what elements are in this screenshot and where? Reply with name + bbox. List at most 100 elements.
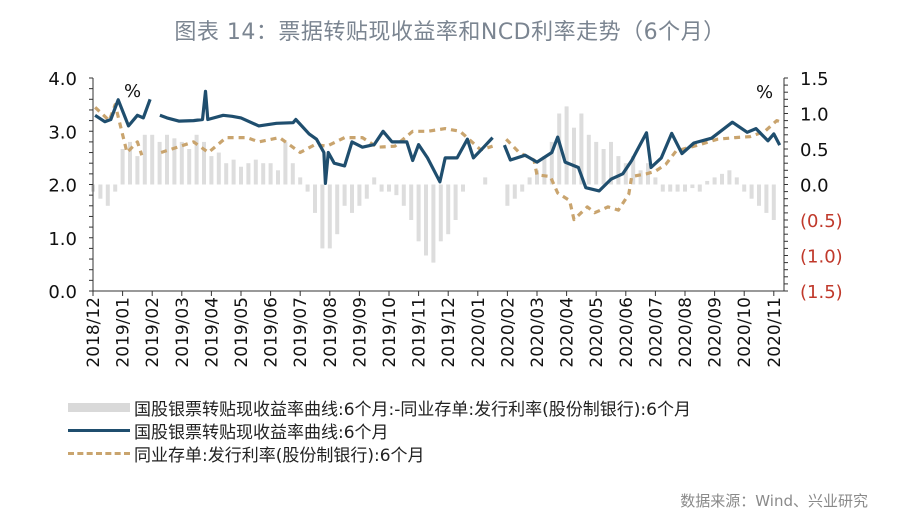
x-tick-label: 2019/06 bbox=[262, 297, 282, 368]
spread-bar bbox=[505, 184, 510, 206]
x-tick-label: 2019/05 bbox=[232, 297, 252, 368]
spread-bar bbox=[416, 184, 421, 242]
spread-bar bbox=[120, 149, 125, 185]
legend-swatch-dashed bbox=[68, 452, 130, 455]
spread-bar bbox=[327, 184, 332, 249]
x-tick-label: 2020/07 bbox=[646, 297, 666, 368]
spread-bar bbox=[283, 141, 288, 185]
ncd-line bbox=[94, 103, 144, 156]
spread-bar bbox=[113, 184, 118, 192]
x-tick-label: 2019/07 bbox=[291, 297, 311, 368]
spread-bar bbox=[734, 177, 739, 185]
spread-bar bbox=[172, 138, 177, 185]
spread-bar bbox=[409, 184, 414, 220]
right-tick-label: (1.0) bbox=[800, 247, 843, 268]
x-tick-label: 2019/11 bbox=[410, 297, 430, 368]
spread-bar bbox=[202, 141, 206, 185]
right-tick-label: (1.5) bbox=[800, 282, 843, 303]
spread-bar bbox=[638, 170, 643, 185]
spread-bar bbox=[520, 184, 525, 192]
spread-bar bbox=[586, 134, 591, 185]
spread-bar bbox=[623, 163, 628, 185]
discount-line bbox=[94, 98, 152, 128]
spread-bar bbox=[98, 184, 103, 199]
spread-bar bbox=[631, 156, 636, 185]
x-tick-label: 2020/11 bbox=[765, 297, 785, 368]
legend-item-ncd: 同业存单:发行利率(股份制银行):6个月 bbox=[68, 442, 691, 466]
x-tick-label: 2020/06 bbox=[617, 297, 637, 368]
x-tick-label: 2020/01 bbox=[469, 297, 489, 368]
x-tick-label: 2019/01 bbox=[114, 297, 134, 368]
spread-bar bbox=[675, 184, 680, 192]
x-tick-label: 2019/12 bbox=[439, 297, 459, 368]
spread-bar bbox=[394, 184, 399, 196]
x-tick-label: 2019/04 bbox=[202, 297, 222, 368]
spread-bar bbox=[683, 184, 687, 192]
left-tick-label: 3.0 bbox=[48, 122, 77, 143]
spread-bar bbox=[668, 184, 673, 192]
spread-bar bbox=[572, 127, 576, 185]
discount-line bbox=[502, 120, 782, 193]
spread-bar bbox=[224, 163, 229, 185]
discount-line bbox=[159, 89, 494, 185]
x-tick-label: 2020/08 bbox=[676, 297, 696, 368]
right-tick-label: 0.0 bbox=[800, 176, 829, 197]
spread-bar bbox=[727, 170, 732, 185]
left-tick-label: 0.0 bbox=[48, 282, 77, 303]
spread-bar bbox=[298, 177, 303, 185]
spread-bar bbox=[764, 184, 769, 213]
spread-bar bbox=[335, 184, 340, 235]
right-tick-label: 1.5 bbox=[800, 69, 829, 90]
legend-swatch-solid bbox=[68, 429, 130, 432]
spread-bar bbox=[424, 184, 428, 256]
spread-bar bbox=[712, 177, 717, 185]
legend-item-discount: 国股银票转贴现收益率曲线:6个月 bbox=[68, 419, 691, 443]
spread-bar bbox=[771, 184, 776, 220]
right-tick-label: 0.5 bbox=[800, 140, 829, 161]
spread-bar bbox=[216, 152, 221, 185]
spread-bar bbox=[379, 184, 384, 192]
spread-bar bbox=[246, 163, 251, 185]
spread-bar bbox=[483, 177, 488, 185]
x-tick-label: 2019/08 bbox=[321, 297, 341, 368]
x-tick-label: 2020/09 bbox=[706, 297, 726, 368]
spread-bar bbox=[320, 184, 325, 249]
spread-bar bbox=[697, 184, 702, 192]
spread-bar bbox=[527, 177, 532, 185]
x-tick-label: 2019/10 bbox=[380, 297, 400, 368]
spread-bar bbox=[342, 184, 347, 206]
left-tick-label: 1.0 bbox=[48, 229, 77, 250]
x-tick-label: 2020/05 bbox=[587, 297, 607, 368]
spread-bar bbox=[542, 156, 547, 185]
spread-bar bbox=[135, 156, 140, 185]
spread-bar bbox=[616, 156, 621, 185]
spread-bar bbox=[276, 170, 280, 185]
x-tick-label: 2018/12 bbox=[84, 297, 104, 368]
spread-bar bbox=[187, 149, 192, 185]
x-tick-label: 2019/09 bbox=[350, 297, 370, 368]
spread-bar bbox=[142, 134, 147, 185]
spread-bar bbox=[453, 184, 458, 220]
spread-bar bbox=[557, 113, 562, 185]
spread-bar bbox=[535, 170, 539, 185]
legend-label: 国股银票转贴现收益率曲线:6个月:-同业存单:发行利率(股份制银行):6个月 bbox=[134, 400, 691, 420]
series-lines bbox=[94, 89, 782, 222]
spread-bar bbox=[564, 106, 569, 185]
spread-bar bbox=[150, 134, 155, 185]
spread-bar bbox=[194, 134, 199, 185]
axes: 0.0 1.0 2.0 3.0 4.0 (1.5) (1.0) (0.5) 0.0 0.5 1.0 1… bbox=[48, 69, 842, 368]
spread-bar bbox=[165, 134, 169, 185]
x-tick-label: 2019/02 bbox=[143, 297, 163, 368]
spread-bar bbox=[105, 184, 110, 206]
spread-bar bbox=[757, 184, 761, 206]
x-tick-label: 2020/02 bbox=[498, 297, 518, 368]
spread-bar bbox=[749, 184, 754, 199]
spread-bar bbox=[720, 173, 724, 185]
spread-bar bbox=[357, 184, 362, 206]
source-note: 数据来源：Wind、兴业研究 bbox=[680, 492, 868, 510]
spread-bar bbox=[705, 180, 710, 185]
spread-bar bbox=[446, 184, 451, 235]
right-unit-label: % bbox=[756, 82, 773, 103]
spread-bar bbox=[387, 184, 391, 192]
spread-bar bbox=[372, 177, 377, 185]
